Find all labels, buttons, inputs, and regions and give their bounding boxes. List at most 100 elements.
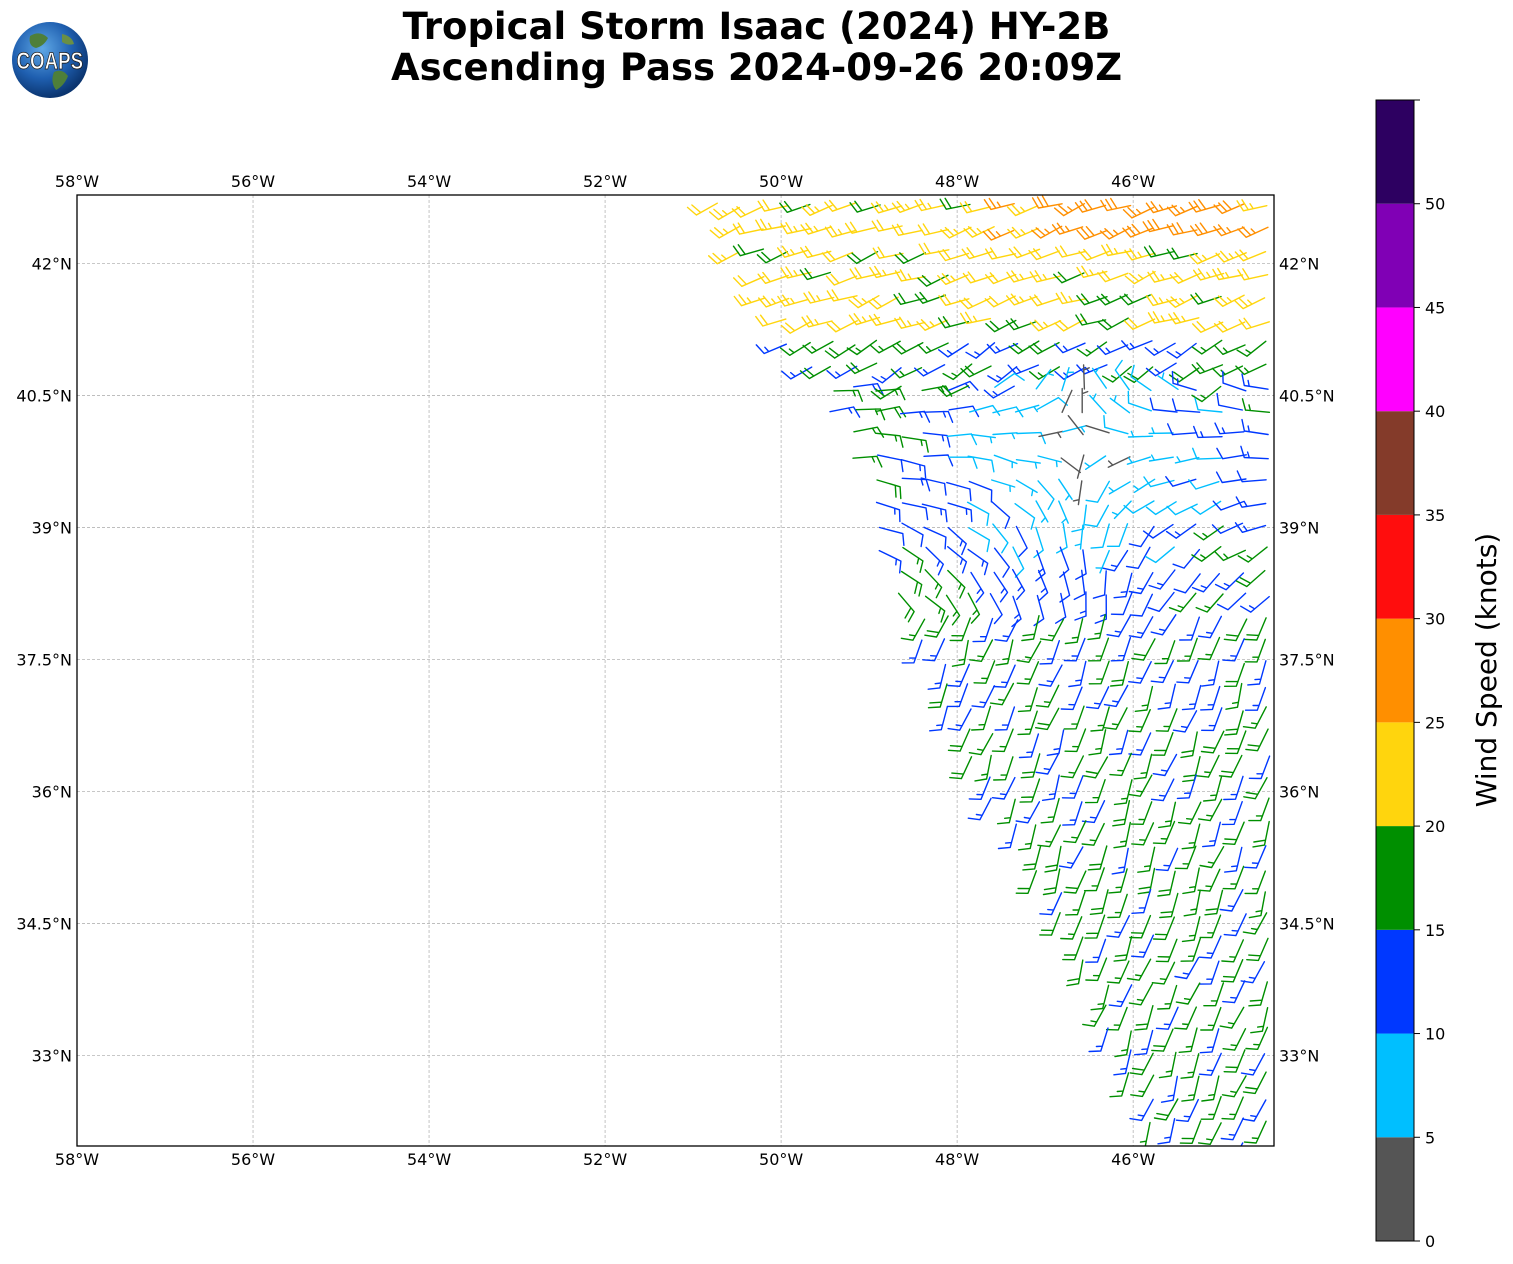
wind-barb <box>1183 889 1201 917</box>
wind-barb <box>891 223 923 236</box>
wind-barb <box>969 404 1001 416</box>
map-frame <box>76 194 1275 1147</box>
wind-barb <box>1061 389 1073 413</box>
wind-barb <box>1252 820 1270 848</box>
wind-barb <box>1198 960 1220 985</box>
wind-barb <box>1222 865 1245 890</box>
wind-barb <box>1196 754 1220 778</box>
wind-barb <box>1234 249 1267 262</box>
wind-barb <box>1033 526 1044 559</box>
wind-barb <box>1180 731 1198 759</box>
wind-barb <box>1083 867 1105 892</box>
wind-barb <box>1015 525 1028 558</box>
wind-barb <box>1099 227 1132 240</box>
wind-barb <box>1126 958 1152 981</box>
wind-barb <box>871 367 902 384</box>
wind-barb <box>1082 1004 1107 1027</box>
wind-barb <box>1190 500 1222 515</box>
lon-label-top-3: 52°W <box>583 172 627 191</box>
wind-barb <box>1054 342 1086 354</box>
logo-text: COAPS <box>17 48 84 75</box>
wind-barb <box>1236 470 1267 483</box>
wind-barb <box>1220 1117 1244 1141</box>
wind-barb <box>1197 615 1222 639</box>
wind-barb <box>901 639 923 664</box>
wind-barb <box>989 593 1003 625</box>
wind-barb <box>1148 569 1176 590</box>
wind-barb <box>1085 938 1107 963</box>
wind-barb <box>1128 525 1155 548</box>
wind-barb <box>1157 1118 1176 1145</box>
wind-barb <box>1151 1028 1174 1052</box>
wind-barb <box>1173 573 1201 594</box>
wind-barb <box>1174 456 1200 464</box>
wind-barb <box>947 663 970 687</box>
wind-barb <box>1131 822 1155 846</box>
wind-barb <box>986 343 1019 354</box>
wind-barb <box>825 273 858 286</box>
wind-barb <box>1171 398 1201 413</box>
wind-barb <box>1124 271 1156 285</box>
wind-barb <box>1197 636 1221 661</box>
wind-barb <box>846 339 878 356</box>
wind-barb <box>1108 481 1131 495</box>
wind-barb <box>1075 549 1087 580</box>
wind-barb <box>780 320 812 334</box>
wind-barb <box>1155 1006 1179 1030</box>
wind-barb <box>1222 1028 1247 1051</box>
wind-barb <box>1145 501 1177 516</box>
wind-barb <box>967 797 992 821</box>
wind-barb <box>1201 1075 1220 1102</box>
wind-barb <box>1063 637 1086 662</box>
wind-barb <box>1068 660 1087 688</box>
wind-barb <box>853 383 884 395</box>
lat-label-right-4: 36°N <box>1279 782 1319 801</box>
wind-barb <box>1123 500 1155 514</box>
wind-barb <box>1007 364 1039 375</box>
wind-barb <box>1200 685 1221 711</box>
lat-label-left-2: 39°N <box>32 519 72 538</box>
wind-barb <box>1192 321 1224 333</box>
wind-barb <box>1176 660 1199 684</box>
wind-barb <box>1211 522 1244 534</box>
wind-barb <box>1244 617 1267 641</box>
wind-barb <box>1216 592 1247 611</box>
lat-label-left-1: 40.5°N <box>16 387 72 406</box>
wind-barb <box>1072 480 1083 506</box>
wind-barb <box>951 639 969 667</box>
wind-barb <box>1155 708 1178 732</box>
wind-barb <box>1165 523 1197 539</box>
colorbar-segment-3 <box>1376 826 1414 930</box>
wind-barb <box>1082 364 1090 390</box>
wind-barb <box>801 204 833 216</box>
lat-label-right-2: 39°N <box>1279 519 1319 538</box>
wind-barb <box>1008 340 1040 355</box>
wind-barb <box>1060 916 1083 940</box>
lon-label-bottom-3: 52°W <box>583 1150 627 1169</box>
wind-barb <box>824 225 857 238</box>
wind-barb <box>989 682 1015 706</box>
wind-barb <box>1087 614 1106 641</box>
wind-barb <box>1109 395 1131 414</box>
wind-barb <box>1100 197 1132 212</box>
latitude-labels-left: 42°N 40.5°N 39°N 37.5°N 36°N 34.5°N 33°N <box>16 255 72 1066</box>
lat-label-left-6: 33°N <box>32 1046 72 1065</box>
wind-barb <box>1091 367 1107 389</box>
wind-barb <box>1019 778 1041 803</box>
wind-barb <box>1125 546 1151 569</box>
wind-barb <box>1130 1074 1155 1098</box>
colorbar-label-5: 25 <box>1425 713 1445 732</box>
wind-barb <box>1166 503 1198 516</box>
wind-barb <box>1223 618 1248 642</box>
wind-barb <box>1240 595 1270 613</box>
wind-barb <box>1035 684 1060 708</box>
wind-barb <box>924 569 943 599</box>
wind-barb <box>1029 319 1062 332</box>
wind-barb <box>1240 961 1266 984</box>
wind-barb <box>1123 318 1156 330</box>
wind-barb <box>1214 549 1246 562</box>
wind-barb <box>922 432 951 448</box>
wind-barb <box>1014 503 1036 530</box>
wind-barb <box>897 592 915 623</box>
wind-barb <box>1248 797 1270 822</box>
